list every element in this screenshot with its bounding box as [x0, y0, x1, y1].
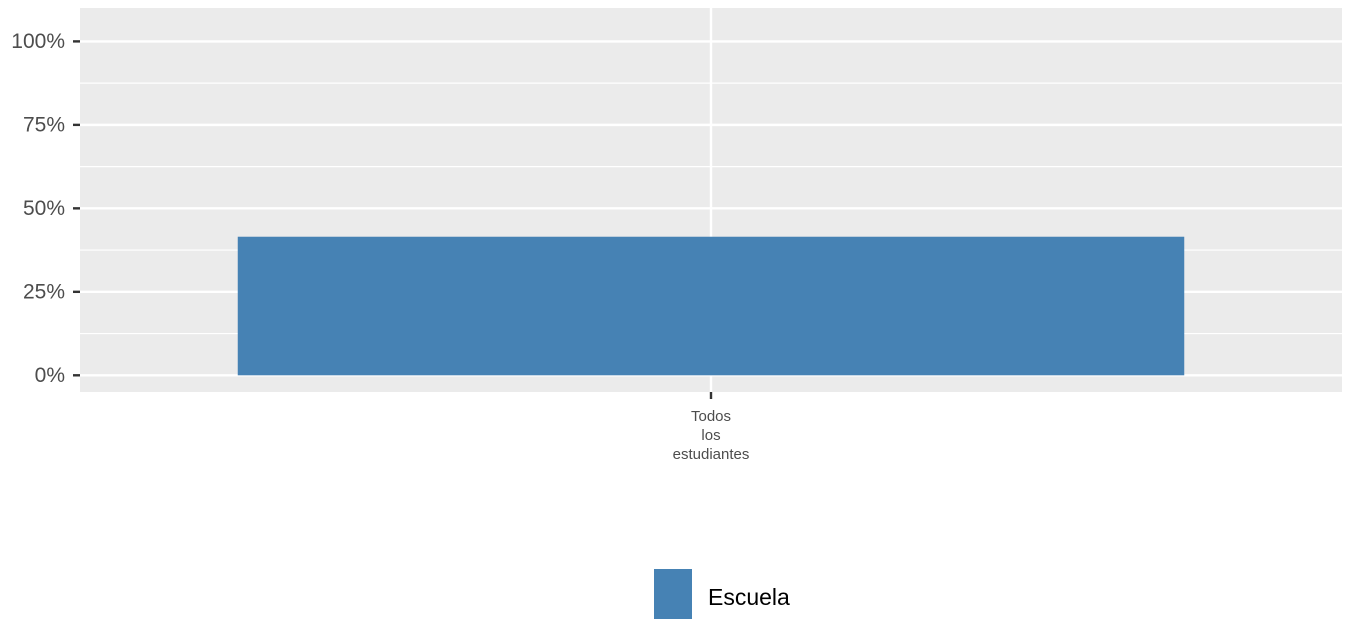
legend-key: [654, 569, 692, 619]
x-axis: Todos los estudiantes: [673, 392, 750, 463]
y-axis: 0% 25% 50% 75% 100%: [11, 30, 80, 387]
x-tick-label: Todos los estudiantes: [673, 408, 750, 463]
legend-label: Escuela: [708, 584, 790, 610]
legend: Escuela: [654, 569, 790, 619]
bars: [237, 236, 1185, 376]
y-tick-label: 100%: [11, 30, 65, 53]
y-tick-label: 75%: [23, 113, 65, 136]
y-tick-label: 25%: [23, 280, 65, 303]
y-tick-label: 0%: [35, 364, 65, 387]
bar: [237, 236, 1185, 376]
y-tick-label: 50%: [23, 197, 65, 220]
